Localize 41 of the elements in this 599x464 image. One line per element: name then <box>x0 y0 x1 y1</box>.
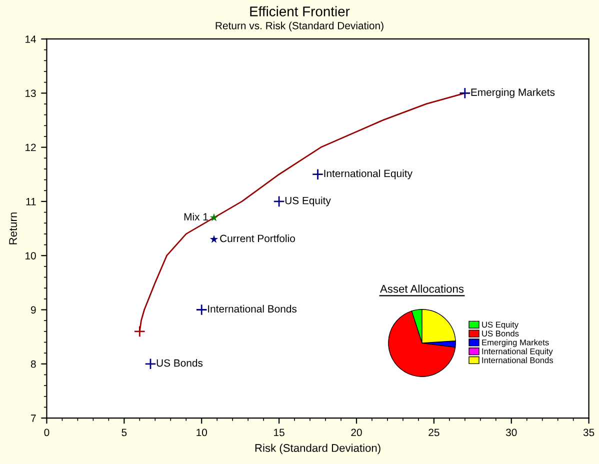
legend-label: Emerging Markets <box>482 339 549 348</box>
point <box>312 168 324 180</box>
point <box>459 87 471 99</box>
legend-label: US Equity <box>482 321 519 330</box>
y-tick-label: 9 <box>31 306 36 314</box>
series-label: Emerging Markets <box>471 88 555 98</box>
chart-title: Asset Allocations <box>380 284 464 293</box>
series-label: US Bonds <box>156 359 203 367</box>
legend-label: US Bonds <box>482 330 519 336</box>
y-tick-label: 13 <box>26 90 36 98</box>
x-tick-label: 15 <box>274 428 284 436</box>
series-label: International Equity <box>324 170 412 180</box>
y-tick-label: 12 <box>26 144 36 152</box>
point <box>134 326 146 338</box>
point <box>273 196 285 208</box>
point <box>196 304 208 316</box>
x-tick-label: 25 <box>428 428 440 436</box>
legend-label: International Bonds <box>482 357 554 364</box>
series-label: US Equity <box>285 196 331 206</box>
y-tick-label: 8 <box>30 360 36 368</box>
series-label: International Bonds <box>208 304 297 313</box>
x-tick-label: 5 <box>122 428 127 436</box>
series-label: Mix 1 <box>184 212 208 220</box>
x-tick-label: 20 <box>351 428 362 436</box>
y-tick-label: 14 <box>26 36 36 43</box>
x-tick-label: 35 <box>583 428 594 436</box>
point <box>144 358 156 370</box>
legend-label: International Equity <box>482 348 553 356</box>
y-tick-label: 11 <box>26 198 36 206</box>
series-label: Current Portfolio <box>220 234 295 242</box>
x-tick-label: 30 <box>506 428 517 436</box>
chart-title: Efficient Frontier <box>250 6 350 16</box>
y-axis-title: Return <box>9 212 17 244</box>
x-tick-label: 0 <box>44 428 50 436</box>
chart-subtitle: Return vs. Risk (Standard Deviation) <box>216 22 384 32</box>
point <box>210 213 218 222</box>
point <box>210 234 218 243</box>
y-tick-label: 7 <box>31 414 36 422</box>
x-tick-label: 10 <box>196 428 207 436</box>
x-axis-title: Risk (Standard Deviation) <box>255 444 380 454</box>
y-tick-label: 10 <box>26 252 36 260</box>
